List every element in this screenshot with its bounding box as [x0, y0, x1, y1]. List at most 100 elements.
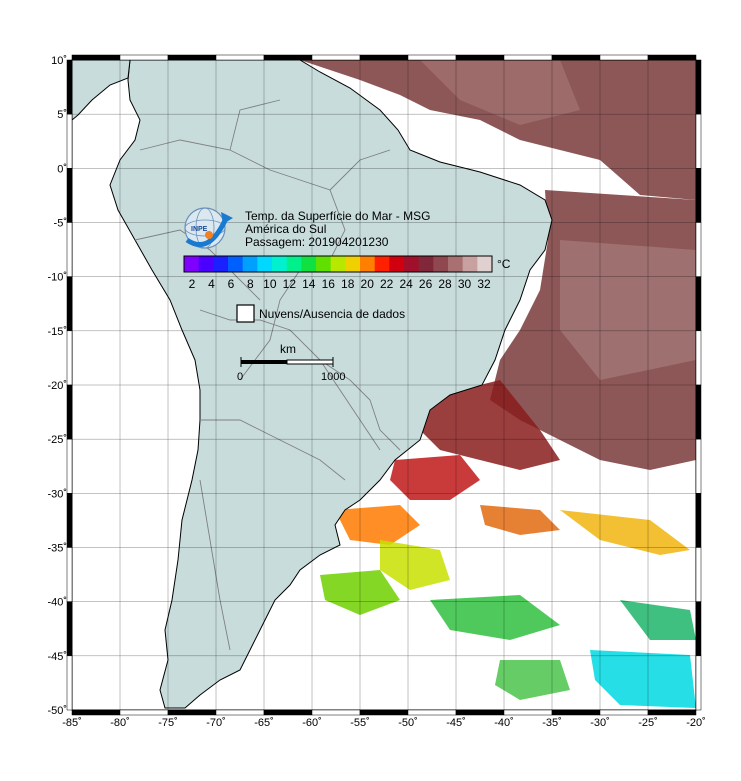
sst-patch-green2: [620, 600, 696, 640]
colorbar-tick-label: 26: [419, 277, 433, 291]
frame-segment: [66, 655, 73, 711]
frame-segment: [695, 601, 702, 657]
colorbar-tick-label: 22: [380, 277, 394, 291]
inpe-logo: INPE: [184, 207, 233, 249]
frame-segment: [359, 709, 409, 716]
x-tick-label: -80˚: [110, 717, 130, 729]
sst-patch-orange1: [335, 505, 420, 545]
colorbar-swatch: [360, 256, 376, 272]
colorbar-tick-label: 30: [458, 277, 472, 291]
y-tick-label: 10˚: [51, 55, 67, 67]
colorbar-unit: °C: [497, 257, 511, 271]
y-tick-label: 5˚: [57, 109, 67, 121]
colorbar-swatch: [418, 256, 434, 272]
colorbar-swatch: [433, 256, 449, 272]
y-tick-label: -25˚: [47, 434, 67, 446]
frame-segment: [599, 54, 649, 61]
frame-segment: [695, 547, 702, 602]
y-tick-label: -40˚: [47, 597, 67, 609]
sst-patch-green1: [430, 595, 560, 640]
x-tick-label: -65˚: [254, 717, 274, 729]
colorbar-swatch: [330, 256, 346, 272]
colorbar-tick-label: 16: [322, 277, 336, 291]
y-tick-label: -5˚: [54, 218, 67, 230]
colorbar-tick-label: 6: [228, 277, 235, 291]
frame-segment: [66, 547, 73, 602]
x-tick-label: -25˚: [638, 717, 658, 729]
frame-segment: [695, 276, 702, 332]
frame-ticks: [66, 54, 702, 716]
colorbar-swatch: [213, 256, 229, 272]
y-tick-label: -35˚: [47, 543, 67, 555]
colorbar-tick-label: 8: [247, 277, 254, 291]
colorbar-swatch: [301, 256, 317, 272]
x-tick-label: -75˚: [158, 717, 178, 729]
frame-segment: [695, 438, 702, 494]
no-data-label: Nuvens/Ausencia de dados: [259, 307, 405, 321]
frame-segment: [119, 709, 169, 716]
colorbar-tick-label: 12: [283, 277, 297, 291]
central-america-land: [72, 60, 131, 121]
scale-bar: km 0 1000: [237, 342, 345, 383]
y-tick-label: -30˚: [47, 488, 67, 500]
x-tick-label: -40˚: [494, 717, 514, 729]
frame-segment: [66, 113, 73, 169]
sst-patch-se: [420, 380, 560, 470]
sst-patch-orange3: [560, 510, 690, 555]
colorbar-swatch: [345, 256, 361, 272]
frame-segment: [695, 330, 702, 386]
y-tick-label: -45˚: [47, 651, 67, 663]
colorbar-swatch: [286, 256, 302, 272]
scale-end: 1000: [321, 371, 345, 383]
colorbar-tick-label: 10: [263, 277, 277, 291]
frame-segment: [551, 54, 601, 61]
colorbar-swatch: [462, 256, 478, 272]
frame-segment: [695, 59, 702, 115]
sst-patch-north-light: [420, 60, 580, 125]
frame-segment: [647, 54, 697, 61]
frame-segment: [66, 168, 73, 223]
frame-segment: [455, 709, 505, 716]
y-tick-label: 0˚: [57, 163, 67, 175]
colorbar-swatch: [198, 256, 214, 272]
sst-data-layer: [300, 60, 696, 708]
frame-segment: [215, 709, 265, 716]
colorbar-swatch: [228, 256, 244, 272]
legend-region: América do Sul: [245, 222, 326, 236]
scale-start: 0: [237, 371, 243, 383]
frame-segment: [311, 709, 361, 716]
frame-segment: [215, 54, 265, 61]
sst-patch-orange2: [480, 505, 560, 535]
legend-pass: Passagem: 201904201230: [245, 235, 389, 249]
x-tick-label: -85˚: [62, 717, 82, 729]
frame-segment: [66, 330, 73, 386]
frame-segment: [695, 655, 702, 711]
logo-text: INPE: [191, 226, 208, 233]
x-axis-labels: -85˚ -80˚ -75˚ -70˚ -65˚ -60˚ -55˚ -50˚ -45˚ -40˚…: [62, 717, 706, 729]
colorbar-tick-label: 28: [438, 277, 452, 291]
frame-segment: [359, 54, 409, 61]
frame-segment: [66, 222, 73, 277]
colorbar-swatch: [242, 256, 258, 272]
frame-segment: [695, 222, 702, 277]
x-tick-label: -50˚: [398, 717, 418, 729]
frame-segment: [695, 113, 702, 169]
colorbar-tick-label: 32: [477, 277, 491, 291]
colorbar-swatch: [374, 256, 390, 272]
sst-patch-red: [390, 455, 480, 500]
frame-segment: [407, 54, 457, 61]
frame-segment: [66, 384, 73, 440]
colorbar-ticks: 2 4 6 8 10 12 14 16 18 20 22 24 26 28 30 32: [189, 277, 491, 291]
colorbar-tick-label: 24: [399, 277, 413, 291]
frame-segment: [455, 54, 505, 61]
colorbar-swatch: [272, 256, 288, 272]
frame-segment: [66, 59, 73, 115]
x-tick-label: -60˚: [302, 717, 322, 729]
x-tick-label: -55˚: [350, 717, 370, 729]
frame-segment: [695, 493, 702, 548]
colorbar-swatch: [477, 256, 493, 272]
frame-segment: [119, 54, 169, 61]
colorbar-swatch: [257, 256, 273, 272]
frame-segment: [695, 384, 702, 440]
